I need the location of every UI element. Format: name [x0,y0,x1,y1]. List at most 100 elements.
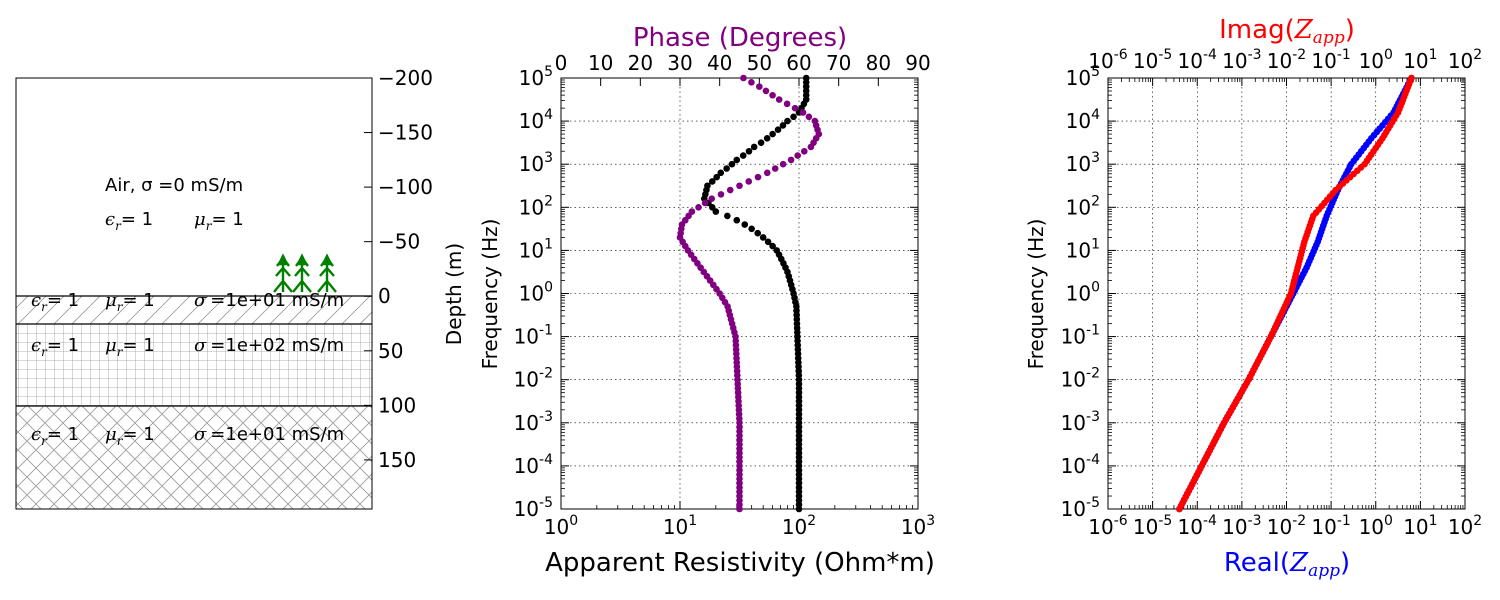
resistivity-axis: 100 101 102 103 [544,501,935,539]
phase-point [688,208,696,215]
phase-tick-label: 90 [905,51,930,75]
frequency-axis-label: Frequency (Hz) [1024,219,1048,370]
phase-tick-label: 30 [667,51,692,75]
air-mu-label: μr= 1 [194,209,244,233]
phase-point [787,156,795,164]
phase-point [811,117,819,125]
phase-tick-label: 80 [866,51,891,75]
plot-grid [1108,78,1465,509]
resistivity-point [769,130,776,138]
depth-tick-label: −200 [378,66,433,90]
plot-grid [561,78,918,509]
resistivity-point [779,122,787,129]
svg-text:μr= 1: μr= 1 [105,424,155,448]
frequency-tick-label: 10-3 [1061,409,1100,435]
real-zapp-axis: 10-6 10-5 10-4 10-3 10-2 10-1 100 101 102 [1088,501,1482,539]
frequency-tick-label: 10-4 [1061,452,1101,478]
phase-point [762,87,770,95]
frequency-tick-label: 10-5 [1061,495,1100,521]
real-tick-label: 10-2 [1267,513,1306,539]
phase-point [783,100,791,108]
frequency-tick-label: 100 [519,280,553,306]
phase-tick-label: 0 [555,51,568,75]
frequency-tick-label: 103 [1066,150,1100,176]
resistivity-point [739,152,747,159]
imag-tick-label: 10-5 [1133,47,1172,73]
phase-point [726,186,734,194]
resistivity-point [773,247,781,254]
resistivity-point [802,74,810,82]
resistivity-point [708,178,716,185]
frequency-tick-label: 104 [519,107,553,133]
real-tick-label: 10-3 [1222,513,1261,539]
phase-point [779,160,787,168]
resistivity-point [733,216,741,224]
frequency-tick-label: 105 [1066,64,1100,90]
imag-tick-label: 10-3 [1222,47,1261,73]
phase-point [763,169,771,177]
real-tick-label: 10-1 [1311,513,1350,539]
resistivity-point [717,169,725,177]
frequency-tick-label: 102 [1066,193,1100,219]
phase-point [748,79,755,86]
svg-text:ϵr= 1: ϵr= 1 [31,290,79,314]
imag-tick-label: 102 [1448,47,1482,73]
resistivity-point [759,234,767,241]
frequency-tick-label: 105 [519,64,553,90]
phase-tick-label: 40 [707,51,732,75]
imag-tick-label: 10-4 [1178,47,1218,73]
depth-tick-label: 150 [378,448,416,472]
imag-tick-label: 10-1 [1311,47,1350,73]
phase-point [717,191,725,198]
resistivity-point [769,242,776,250]
resistivity-point [748,225,755,233]
resistivity-tick-label: 101 [663,513,697,539]
phase-point [799,109,807,116]
svg-text:μr= 1: μr= 1 [105,335,155,359]
air-label: Air, σ =0 mS/m [105,175,243,196]
resistivity-tick-label: 102 [782,513,816,539]
phase-point [771,165,779,172]
imag-tick-label: 101 [1403,47,1437,73]
phase-tick-label: 50 [747,51,772,75]
layer-model-frame [15,77,373,510]
svg-text:ϵr= 1: ϵr= 1 [31,335,79,359]
phase-point [794,152,801,159]
air-eps-label: ϵr= 1 [105,209,153,233]
real-tick-label: 10-6 [1088,513,1128,539]
imag-tick-label: 10-2 [1267,47,1306,73]
resistivity-point [774,126,782,134]
layer-1-labels: ϵr= 1 μr= 1 σ =1e+01 mS/m [31,290,344,314]
resistivity-axis-label: Apparent Resistivity (Ohm*m) [545,548,935,578]
depth-tick-label: 0 [378,284,391,308]
frequency-tick-label: 10-5 [514,495,553,521]
frequency-tick-label: 103 [519,150,553,176]
phase-point [701,199,709,207]
data-series [676,74,823,513]
frequency-axis: 10-5 10-4 10-3 10-2 10-1 100 101 102 103 104 105 [514,64,918,521]
real-tick-label: 102 [1448,513,1482,539]
layer-2-labels: ϵr= 1 μr= 1 σ =1e+02 mS/m [31,335,344,359]
resistivity-point [754,229,762,237]
depth-tick-label: −50 [378,230,420,254]
resistivity-point [723,165,730,172]
frequency-tick-label: 101 [519,236,553,262]
resistivity-point [764,238,772,246]
resistivity-point [763,135,771,142]
svg-text:ϵr= 1: ϵr= 1 [31,424,79,448]
svg-text:μr= 1: μr= 1 [105,290,155,314]
frequency-axis-label: Frequency (Hz) [478,219,502,370]
svg-text:ϵr= 1: ϵr= 1 [105,209,153,233]
depth-axis: −200 −150 −100 −50 0 50 100 150 [364,66,433,472]
imag-zapp-axis-label: Imag(Zapp) [1219,15,1355,48]
phase-point [769,91,776,99]
real-tick-label: 10-4 [1178,513,1218,539]
svg-text:σ=1e+02 mS/m: σ =1e+02 mS/m [194,335,344,356]
resistivity-point [790,113,797,121]
frequency-tick-label: 102 [519,193,553,219]
phase-point [805,113,813,121]
phase-tick-label: 70 [826,51,851,75]
resistivity-point [708,204,716,211]
